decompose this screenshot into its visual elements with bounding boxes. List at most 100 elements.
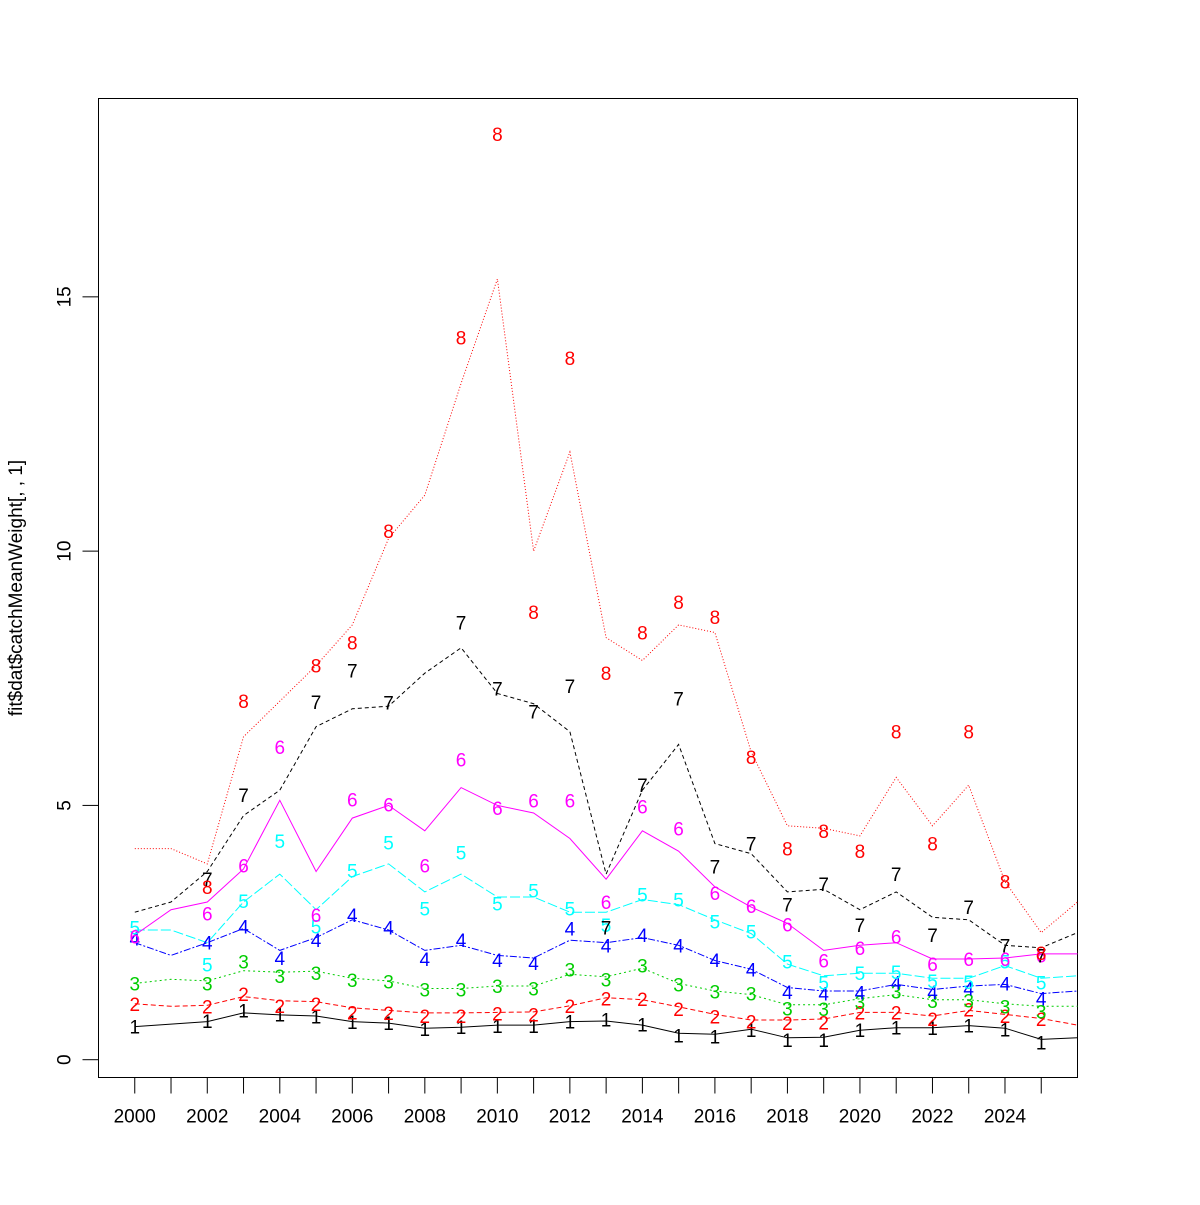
x-tick-label: 2022: [911, 1107, 953, 1128]
series-lines: [134, 278, 1078, 1040]
series-1-point: 1: [528, 1017, 539, 1038]
series-1-point: 1: [927, 1019, 938, 1040]
series-4-point: 4: [637, 926, 648, 947]
series-6-point: 6: [420, 856, 431, 877]
series-1-point: 1: [275, 1005, 286, 1026]
y-axis: 0 5 10 15: [55, 286, 99, 1065]
series-8-point: 8: [565, 349, 576, 370]
series-1-point: 1: [492, 1017, 503, 1038]
series-2-point: 2: [710, 1008, 721, 1029]
series-3-point: 3: [492, 977, 503, 998]
series-2-point: 2: [1000, 1007, 1011, 1028]
series-4-point: 4: [528, 954, 539, 975]
series-4-point: 4: [963, 980, 974, 1001]
series-3-point: 3: [383, 972, 394, 993]
series-7-point: 7: [710, 857, 721, 878]
series-5-point: 5: [601, 916, 612, 937]
series-7-point: 7: [311, 693, 322, 714]
series-3-point: 3: [456, 981, 467, 1002]
series-6-point: 6: [347, 790, 358, 811]
y-tick-label: 5: [55, 800, 76, 811]
series-2-point: 2: [601, 990, 612, 1011]
series-6-point: 6: [238, 856, 249, 877]
series-1-point: 1: [673, 1026, 684, 1047]
series-3-point: 3: [818, 1000, 829, 1021]
series-1-point: 1: [420, 1020, 431, 1041]
series-4-point: 4: [891, 973, 902, 994]
series-5-point: 5: [963, 973, 974, 994]
y-tick-label: 15: [55, 286, 76, 307]
series-7-point: 7: [528, 702, 539, 723]
series-8-point: 8: [746, 748, 757, 769]
series-4-point: 4: [818, 985, 829, 1006]
series-7-point: 7: [456, 613, 467, 634]
series-1-point: 1: [1000, 1021, 1011, 1042]
series-2-point: 2: [383, 1004, 394, 1025]
series-3-point: 3: [710, 983, 721, 1004]
series-4-point: 4: [383, 919, 394, 940]
series-8-point: 8: [782, 840, 793, 861]
series-line-2: [134, 996, 1078, 1026]
series-4-point: 4: [782, 983, 793, 1004]
series-8-point: 8: [311, 657, 322, 678]
series-4-point: 4: [710, 951, 721, 972]
series-6-point: 6: [818, 952, 829, 973]
series-1-point: 1: [746, 1021, 757, 1042]
x-tick-label: 2016: [694, 1107, 736, 1128]
x-tick-label: 2004: [259, 1107, 302, 1128]
series-1-point: 1: [130, 1018, 141, 1039]
series-1-point: 1: [383, 1014, 394, 1035]
series-5-point: 5: [528, 881, 539, 902]
series-3-point: 3: [782, 999, 793, 1020]
series-line-3: [134, 967, 1078, 1007]
x-tick-label: 2010: [476, 1107, 518, 1128]
series-6-point: 6: [492, 799, 503, 820]
series-5-point: 5: [311, 918, 322, 939]
series-7-point: 7: [927, 926, 938, 947]
series-5-point: 5: [1000, 953, 1011, 974]
series-4-point: 4: [1036, 990, 1047, 1011]
series-2-point: 2: [818, 1014, 829, 1035]
series-6-point: 6: [963, 950, 974, 971]
series-6-point: 6: [927, 955, 938, 976]
series-5-point: 5: [565, 900, 576, 921]
series-3-point: 3: [420, 981, 431, 1002]
series-8-point: 8: [456, 329, 467, 350]
series-4-point: 4: [1000, 974, 1011, 995]
series-7-point: 7: [565, 677, 576, 698]
series-5-point: 5: [673, 891, 684, 912]
x-tick-label: 2002: [186, 1107, 228, 1128]
series-4-point: 4: [492, 951, 503, 972]
x-axis: 2000 2002 2004 2006 2008 2010 2012 2014 2016 2018…: [114, 1077, 1042, 1128]
series-8-point: 8: [1000, 873, 1011, 894]
series-6-point: 6: [855, 939, 866, 960]
series-7-point: 7: [202, 870, 213, 891]
series-6-point: 6: [891, 928, 902, 949]
series-7-point: 7: [1000, 936, 1011, 957]
series-6-point: 6: [275, 738, 286, 759]
series-4-point: 4: [746, 961, 757, 982]
series-5-point: 5: [383, 834, 394, 855]
series-5-point: 5: [420, 900, 431, 921]
series-7-point: 7: [601, 919, 612, 940]
series-7-point: 7: [637, 776, 648, 797]
series-3-point: 3: [202, 974, 213, 995]
series-3-point: 3: [238, 953, 249, 974]
series-4-point: 4: [347, 906, 358, 927]
series-5-point: 5: [130, 919, 141, 940]
series-2-point: 2: [238, 985, 249, 1006]
series-2-point: 2: [565, 997, 576, 1018]
series-5-point: 5: [1036, 973, 1047, 994]
series-7-point: 7: [891, 865, 902, 886]
x-tick-label: 2012: [549, 1107, 591, 1128]
series-4-point: 4: [275, 949, 286, 970]
series-7-point: 7: [347, 662, 358, 683]
series-6-point: 6: [637, 797, 648, 818]
y-tick-label: 10: [55, 541, 76, 562]
series-7-point: 7: [673, 690, 684, 711]
series-2-point: 2: [746, 1013, 757, 1034]
series-6-point: 6: [130, 928, 141, 949]
y-tick-label: 0: [55, 1054, 76, 1065]
series-5-point: 5: [637, 885, 648, 906]
